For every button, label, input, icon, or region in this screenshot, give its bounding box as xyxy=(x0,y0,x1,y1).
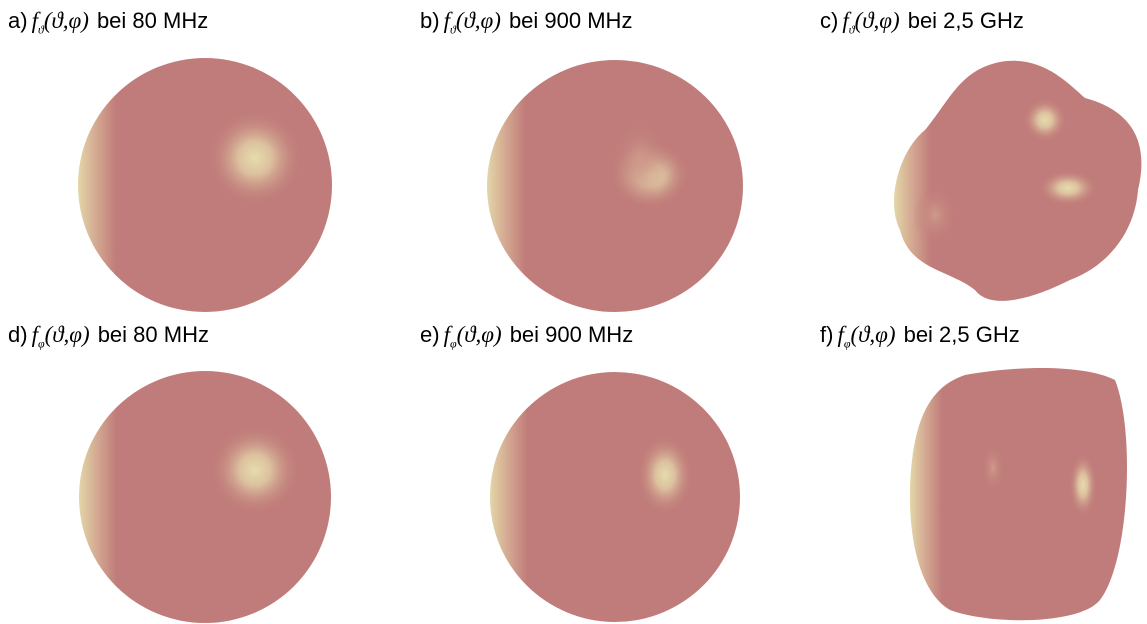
figure: a)fϑ(ϑ,φ)bei 80 MHzb)fϑ(ϑ,φ)bei 900 MHzc… xyxy=(0,0,1147,624)
formula: fφ(ϑ,φ) xyxy=(444,322,502,347)
function-arguments: (ϑ,φ) xyxy=(850,322,895,347)
panel-label: b)fϑ(ϑ,φ) bei 900 MHz xyxy=(420,8,632,38)
panel-label: e)fφ(ϑ,φ) bei 900 MHz xyxy=(420,322,633,352)
function-arguments: (ϑ,φ) xyxy=(45,322,90,347)
frequency: bei 2,5 GHz xyxy=(904,322,1020,347)
function-subscript: φ xyxy=(38,337,45,351)
pattern-highlight xyxy=(210,425,300,515)
pattern-highlight xyxy=(637,435,693,515)
pattern-body xyxy=(79,371,331,623)
formula: fϑ(ϑ,φ) xyxy=(842,8,899,33)
panel-label: d)fφ(ϑ,φ) bei 80 MHz xyxy=(8,322,209,352)
formula: fφ(ϑ,φ) xyxy=(32,322,90,347)
frequency: bei 900 MHz xyxy=(510,322,634,347)
panel-label: a)fϑ(ϑ,φ) bei 80 MHz xyxy=(8,8,208,38)
function-arguments: (ϑ,φ) xyxy=(457,322,502,347)
pattern-highlight xyxy=(1038,170,1098,206)
function-arguments: (ϑ,φ) xyxy=(855,8,900,33)
pattern-highlight xyxy=(610,120,670,200)
function-subscript: φ xyxy=(450,337,457,351)
frequency: bei 900 MHz xyxy=(509,8,633,33)
formula: fϑ(ϑ,φ) xyxy=(444,8,501,33)
panel-label: f)fφ(ϑ,φ) bei 2,5 GHz xyxy=(820,322,1020,352)
frequency: bei 80 MHz xyxy=(97,8,208,33)
function-arguments: (ϑ,φ) xyxy=(44,8,89,33)
pattern-highlight xyxy=(1023,98,1067,142)
pattern-highlight xyxy=(1069,453,1097,517)
formula: fφ(ϑ,φ) xyxy=(837,322,895,347)
panel-letter: d) xyxy=(8,322,28,347)
pattern-highlight xyxy=(913,185,957,245)
panel-letter: f) xyxy=(820,322,833,347)
panel-label: c)fϑ(ϑ,φ) bei 2,5 GHz xyxy=(820,8,1024,38)
panel-letter: a) xyxy=(8,8,28,33)
formula: fϑ(ϑ,φ) xyxy=(32,8,89,33)
panel-letter: c) xyxy=(820,8,838,33)
panel-letter: e) xyxy=(420,322,440,347)
panel-letter: b) xyxy=(420,8,440,33)
frequency: bei 2,5 GHz xyxy=(908,8,1024,33)
patterns xyxy=(0,0,1147,624)
frequency: bei 80 MHz xyxy=(98,322,209,347)
pattern-highlight xyxy=(981,444,1005,492)
pattern-body xyxy=(894,61,1141,301)
pattern-body xyxy=(490,372,740,622)
function-arguments: (ϑ,φ) xyxy=(456,8,501,33)
pattern-highlight xyxy=(207,110,303,206)
